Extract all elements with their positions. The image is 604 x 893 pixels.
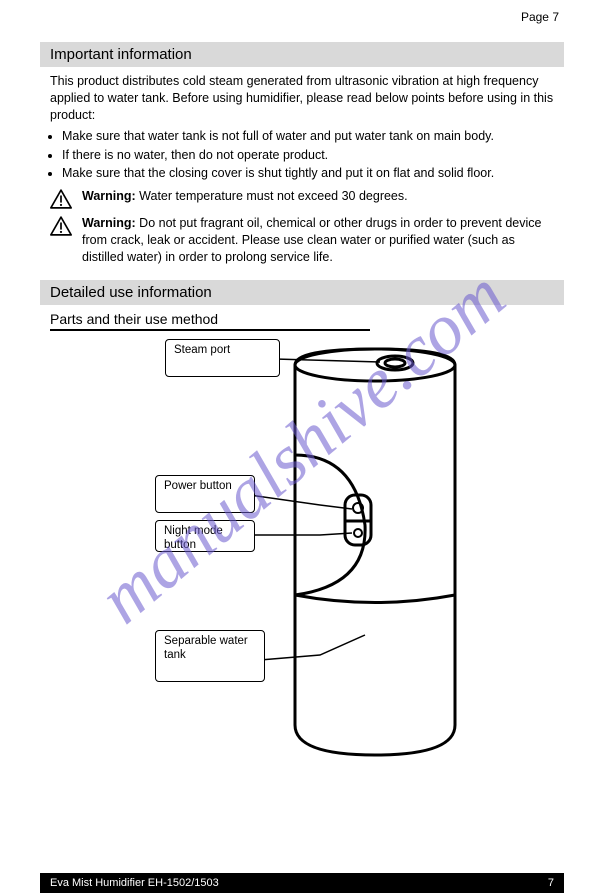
page-label: Page	[521, 10, 549, 24]
callout-tank: Separable water tank	[155, 630, 265, 682]
warning-row-1: Warning: Water temperature must not exce…	[50, 188, 554, 209]
section-title-use: Detailed use information	[40, 280, 564, 305]
subsection: Parts and their use method	[40, 305, 564, 765]
section-body-important: This product distributes cold steam gene…	[40, 67, 564, 266]
bullet-item: Make sure that the closing cover is shut…	[62, 165, 554, 182]
intro-paragraph: This product distributes cold steam gene…	[50, 73, 554, 124]
bullet-item: If there is no water, then do not operat…	[62, 147, 554, 164]
warning-label-1: Warning:	[82, 189, 136, 203]
footer-model: Eva Mist Humidifier EH-1502/1503	[50, 877, 219, 889]
section-title-important: Important information	[40, 42, 564, 67]
warning-icon	[50, 189, 72, 209]
callout-power: Power button	[155, 475, 255, 513]
footer-bar: Eva Mist Humidifier EH-1502/1503 7	[40, 873, 564, 893]
page-number-top: Page 7	[521, 10, 559, 24]
warning-text-2: Warning: Do not put fragrant oil, chemic…	[82, 215, 554, 266]
page-num-value: 7	[552, 10, 559, 24]
callout-steam: Steam port	[165, 339, 280, 377]
bullet-item: Make sure that water tank is not full of…	[62, 128, 554, 145]
product-diagram: Steam port Power button Night mode butto…	[120, 335, 520, 765]
warning-text-1: Warning: Water temperature must not exce…	[82, 188, 554, 205]
warning-body-1: Water temperature must not exceed 30 deg…	[136, 189, 408, 203]
subsection-title: Parts and their use method	[50, 311, 370, 331]
bullet-list: Make sure that water tank is not full of…	[50, 128, 554, 183]
warning-icon	[50, 216, 72, 236]
warning-body-2: Do not put fragrant oil, chemical or oth…	[82, 216, 541, 264]
page-content: Page 7 Important information This produc…	[0, 0, 604, 765]
warning-label-2: Warning:	[82, 216, 136, 230]
callout-night: Night mode button	[155, 520, 255, 552]
warning-row-2: Warning: Do not put fragrant oil, chemic…	[50, 215, 554, 266]
footer-page: 7	[548, 877, 554, 889]
